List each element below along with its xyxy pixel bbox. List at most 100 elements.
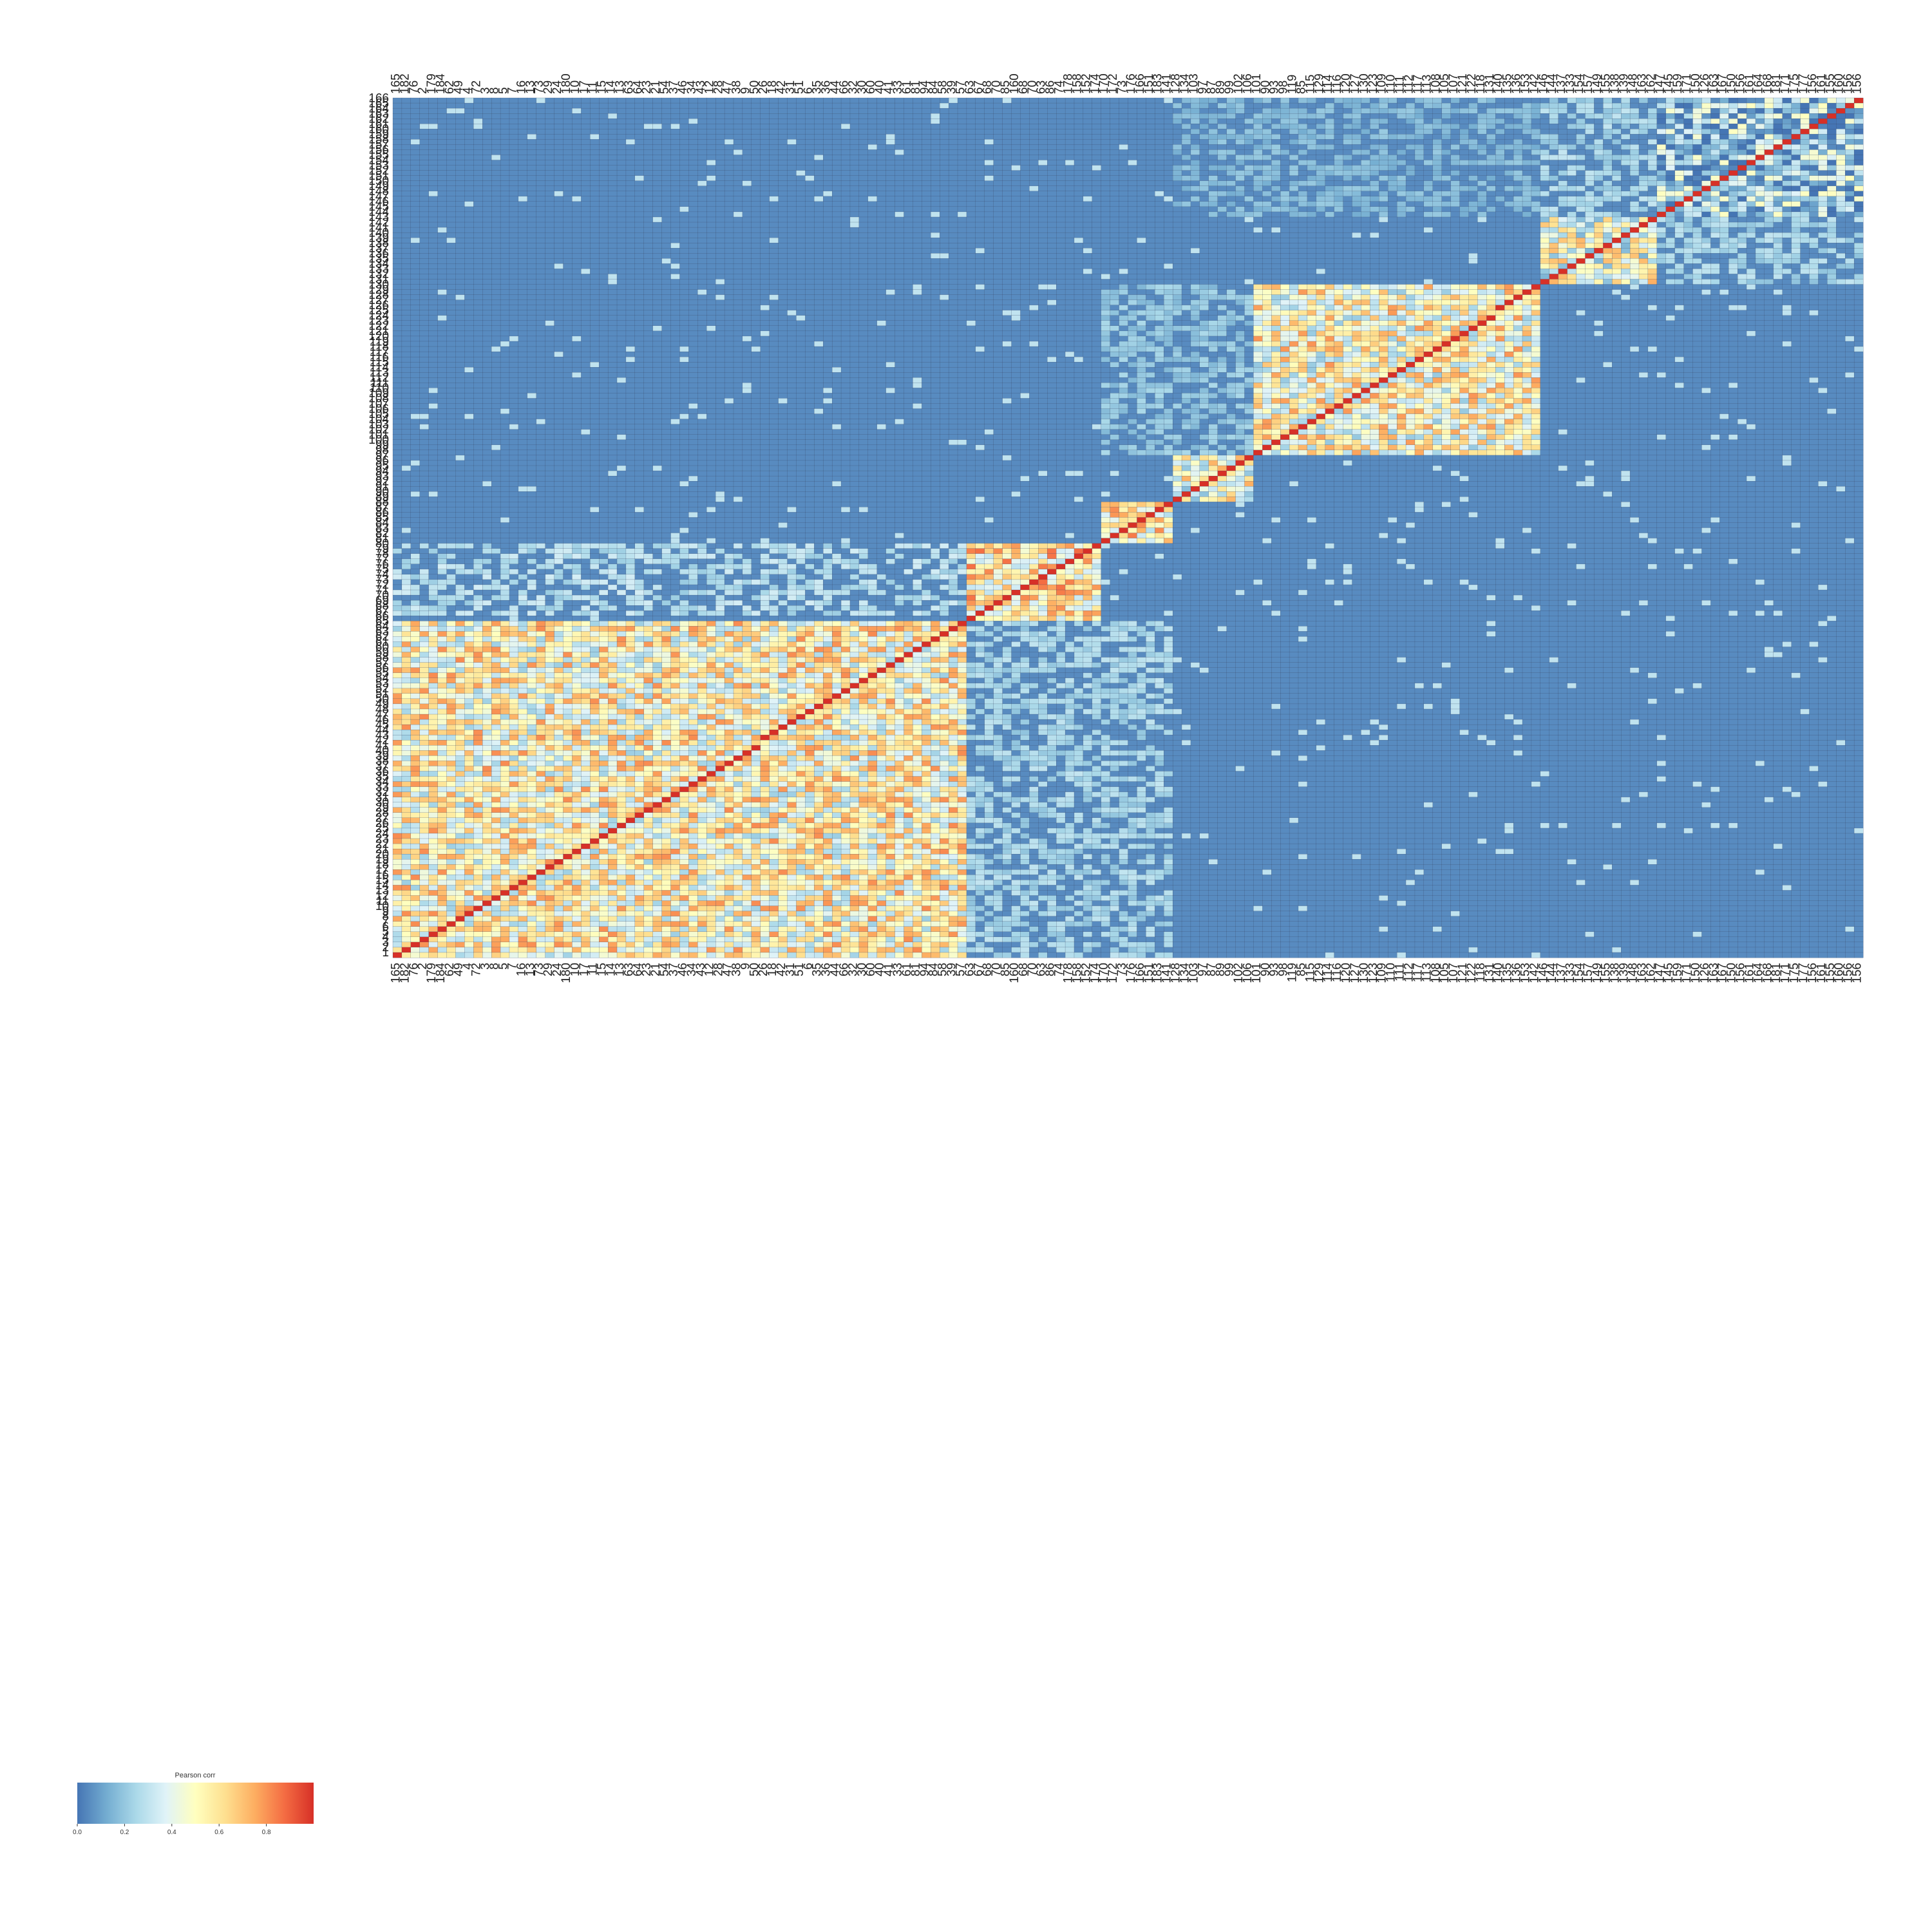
heatmap-cell [447, 181, 456, 186]
heatmap-cell [715, 196, 724, 202]
heatmap-cell [1298, 129, 1307, 134]
heatmap-cell [1352, 124, 1361, 129]
heatmap-cell [1468, 108, 1477, 113]
heatmap-cell [724, 238, 734, 243]
heatmap-cell [904, 155, 913, 160]
heatmap-cell [1298, 196, 1307, 202]
heatmap-cell [1253, 222, 1262, 227]
heatmap-cell [1361, 186, 1370, 191]
heatmap-cell [1783, 129, 1792, 134]
heatmap-cell [913, 129, 922, 134]
heatmap-cell [1155, 98, 1164, 103]
heatmap-cell [662, 108, 671, 113]
heatmap-cell [1747, 113, 1756, 118]
heatmap-cell [976, 176, 985, 181]
heatmap-cell [1540, 202, 1549, 207]
heatmap-cell [931, 171, 940, 176]
heatmap-cell [1352, 196, 1361, 202]
heatmap-cell [617, 212, 626, 217]
heatmap-cell [1765, 186, 1774, 191]
heatmap-cell [1370, 186, 1379, 191]
heatmap-cell [1227, 222, 1236, 227]
heatmap-cell [922, 217, 931, 222]
heatmap-cell [482, 217, 491, 222]
heatmap-cell [1289, 160, 1298, 166]
heatmap-cell [1801, 243, 1810, 248]
heatmap-cell [1038, 103, 1047, 108]
heatmap-cell [1325, 160, 1334, 166]
heatmap-cell [581, 139, 590, 144]
heatmap-cell [931, 217, 940, 222]
heatmap-cell [1854, 171, 1863, 176]
heatmap-cell [1442, 232, 1451, 238]
heatmap-cell [814, 232, 823, 238]
heatmap-cell [1451, 139, 1460, 144]
heatmap-cell [1684, 207, 1693, 212]
heatmap-cell [1298, 144, 1307, 149]
heatmap-cell [518, 181, 527, 186]
heatmap-cell [850, 253, 859, 258]
heatmap-cell [752, 232, 761, 238]
heatmap-cell [949, 144, 958, 149]
heatmap-cell [1361, 176, 1370, 181]
heatmap-cell [1280, 232, 1289, 238]
heatmap-cell [1012, 222, 1021, 227]
heatmap-cell [1477, 212, 1486, 217]
heatmap-cell [411, 202, 420, 207]
heatmap-cell [940, 108, 949, 113]
heatmap-cell [536, 212, 545, 217]
heatmap-cell [734, 186, 743, 191]
heatmap-cell [715, 160, 724, 166]
heatmap-cell [1451, 181, 1460, 186]
heatmap-cell [1137, 134, 1146, 139]
heatmap-cell [868, 186, 877, 191]
heatmap-cell [1012, 166, 1021, 171]
heatmap-cell [644, 113, 653, 118]
heatmap-cell [1334, 98, 1343, 103]
heatmap-cell [1612, 227, 1621, 232]
heatmap-cell [1657, 103, 1666, 108]
heatmap-cell [536, 186, 545, 191]
heatmap-cell [1540, 248, 1549, 253]
heatmap-cell [1756, 232, 1765, 238]
heatmap-cell [922, 243, 931, 248]
heatmap-cell [1227, 238, 1236, 243]
heatmap-cell [1298, 103, 1307, 108]
heatmap-cell [1388, 113, 1397, 118]
heatmap-cell [958, 129, 967, 134]
heatmap-cell [904, 171, 913, 176]
heatmap-cell [1083, 212, 1092, 217]
heatmap-cell [1227, 186, 1236, 191]
heatmap-cell [679, 243, 688, 248]
heatmap-cell [1083, 108, 1092, 113]
heatmap-cell [788, 202, 797, 207]
heatmap-cell [411, 217, 420, 222]
heatmap-cell [697, 253, 706, 258]
heatmap-cell [653, 149, 662, 155]
heatmap-cell [1370, 134, 1379, 139]
heatmap-cell [1388, 155, 1397, 160]
heatmap-cell [1621, 108, 1630, 113]
heatmap-cell [994, 144, 1003, 149]
heatmap-cell [1406, 144, 1415, 149]
heatmap-cell [1307, 155, 1316, 160]
heatmap-cell [1558, 232, 1567, 238]
heatmap-cell [1765, 113, 1774, 118]
heatmap-cell [1379, 176, 1388, 181]
heatmap-cell [1540, 191, 1549, 196]
heatmap-cell [743, 103, 752, 108]
heatmap-cell [563, 248, 572, 253]
heatmap-cell [1003, 186, 1012, 191]
heatmap-cell [1244, 98, 1253, 103]
heatmap-cell [1227, 191, 1236, 196]
heatmap-cell [536, 113, 545, 118]
heatmap-cell [1495, 207, 1504, 212]
heatmap-cell [1200, 238, 1209, 243]
heatmap-cell [1352, 181, 1361, 186]
heatmap-cell [1477, 176, 1486, 181]
heatmap-cell [1854, 113, 1863, 118]
heatmap-cell [1468, 149, 1477, 155]
heatmap-cell [1630, 212, 1639, 217]
heatmap-cell [734, 108, 743, 113]
heatmap-cell [1397, 166, 1406, 171]
